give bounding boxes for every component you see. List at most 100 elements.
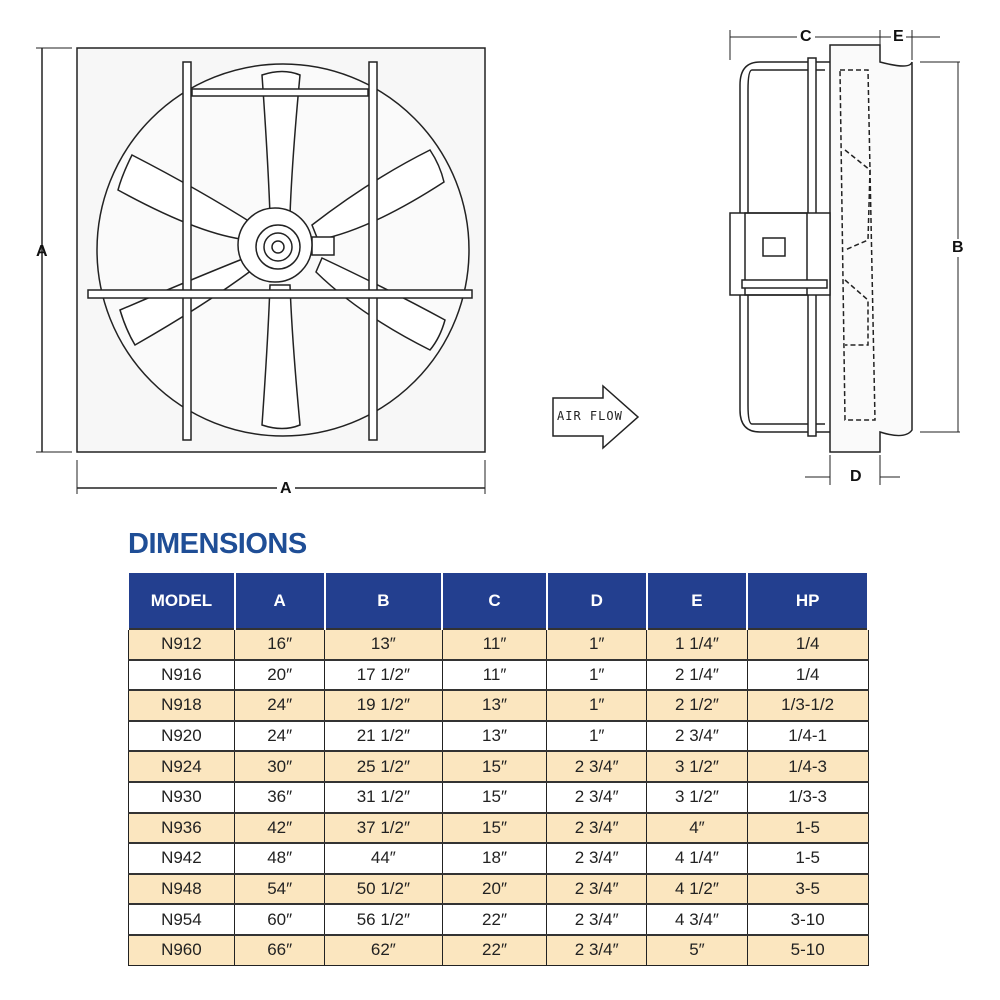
table-cell: 5″ (646, 933, 748, 966)
table-cell: 2 1/4″ (646, 658, 748, 691)
table-cell: N912 (127, 628, 236, 661)
table-cell: 54″ (234, 872, 326, 905)
table-cell: N954 (127, 903, 236, 936)
table-cell: 2 3/4″ (646, 719, 748, 752)
table-cell: 24″ (234, 719, 326, 752)
column-header: C (441, 573, 548, 629)
front-height-label: A (36, 243, 48, 260)
table-cell: 20″ (234, 658, 326, 691)
table-cell: 62″ (324, 933, 443, 966)
table-cell: 1/3-1/2 (746, 689, 869, 722)
table-cell: 22″ (441, 933, 548, 966)
table-row: N916 20″ 17 1/2″ 11″ 1″ 2 1/4″ 1/4 (127, 658, 869, 691)
table-cell: 56 1/2″ (324, 903, 443, 936)
table-cell: 3 1/2″ (646, 750, 748, 783)
table-cell: 1″ (546, 719, 648, 752)
table-row: N960 66″ 62″ 22″ 2 3/4″ 5″ 5-10 (127, 933, 869, 966)
table-cell: 48″ (234, 842, 326, 875)
table-row: N920 24″ 21 1/2″ 13″ 1″ 2 3/4″ 1/4-1 (127, 719, 869, 752)
table-row: N924 30″ 25 1/2″ 15″ 2 3/4″ 3 1/2″ 1/4-3 (127, 750, 869, 783)
column-header: E (645, 573, 749, 629)
table-cell: 1″ (546, 628, 648, 661)
table-cell: 11″ (441, 628, 548, 661)
table-cell: 2 3/4″ (546, 872, 648, 905)
table-cell: N936 (127, 811, 236, 844)
table-cell: 2 3/4″ (546, 933, 648, 966)
table-cell: 11″ (441, 658, 548, 691)
table-cell: N918 (127, 689, 236, 722)
table-cell: 16″ (234, 628, 326, 661)
table-cell: 24″ (234, 689, 326, 722)
side-d-label: D (850, 468, 862, 485)
table-cell: 3-10 (746, 903, 869, 936)
front-width-label: A (277, 480, 295, 498)
table-cell: 17 1/2″ (324, 658, 443, 691)
table-cell: 13″ (441, 689, 548, 722)
guard-bars (87, 61, 473, 441)
table-cell: N960 (127, 933, 236, 966)
table-cell: 31 1/2″ (324, 780, 443, 814)
column-header: HP (746, 573, 869, 629)
column-header: B (323, 573, 444, 629)
table-cell: N916 (127, 658, 236, 691)
table-cell: 2 3/4″ (546, 780, 648, 814)
motor (237, 207, 335, 283)
table-cell: 2 1/2″ (646, 689, 748, 722)
column-header: D (545, 573, 648, 629)
table-cell: 2 3/4″ (546, 750, 648, 783)
table-cell: 5-10 (746, 933, 869, 966)
dimensions-table: MODEL A B C D E HP N912 16″ 13″ 11″ 1″ 1 1/4″ 1/4 N91… (127, 573, 869, 966)
table-cell: N930 (127, 780, 236, 814)
airflow-arrow (552, 384, 640, 450)
table-cell: 1/4 (746, 658, 869, 691)
table-cell: N942 (127, 842, 236, 875)
table-cell: 60″ (234, 903, 326, 936)
table-cell: N948 (127, 872, 236, 905)
side-view (729, 30, 960, 485)
airflow-label: AIR FLOW (557, 409, 623, 423)
table-cell: 3 1/2″ (646, 780, 748, 814)
table-cell: 1″ (546, 689, 648, 722)
table-cell: 3-5 (746, 872, 869, 905)
table-cell: 66″ (234, 933, 326, 966)
table-cell: 15″ (441, 780, 548, 814)
column-header: A (233, 573, 326, 629)
table-cell: 2 3/4″ (546, 842, 648, 875)
side-b-label: B (952, 239, 964, 257)
side-e-label: E (891, 28, 906, 46)
table-cell: 2 3/4″ (546, 811, 648, 844)
table-row: N930 36″ 31 1/2″ 15″ 2 3/4″ 3 1/2″ 1/3-3 (127, 780, 869, 814)
column-header: MODEL (127, 573, 236, 629)
table-cell: 25 1/2″ (324, 750, 443, 783)
table-cell: 21 1/2″ (324, 719, 443, 752)
table-row: N954 60″ 56 1/2″ 22″ 2 3/4″ 4 3/4″ 3-10 (127, 903, 869, 936)
table-cell: N920 (127, 719, 236, 752)
table-cell: 15″ (441, 750, 548, 783)
table-cell: 42″ (234, 811, 326, 844)
table-row: N918 24″ 19 1/2″ 13″ 1″ 2 1/2″ 1/3-1/2 (127, 689, 869, 722)
table-cell: 1″ (546, 658, 648, 691)
table-cell: 18″ (441, 842, 548, 875)
table-cell: 4 3/4″ (646, 903, 748, 936)
table-row: N948 54″ 50 1/2″ 20″ 2 3/4″ 4 1/2″ 3-5 (127, 872, 869, 905)
table-cell: 15″ (441, 811, 548, 844)
table-row: N912 16″ 13″ 11″ 1″ 1 1/4″ 1/4 (127, 628, 869, 661)
table-cell: 13″ (441, 719, 548, 752)
table-cell: N924 (127, 750, 236, 783)
table-cell: 13″ (324, 628, 443, 661)
table-cell: 1/3-3 (746, 780, 869, 814)
table-cell: 1/4-3 (746, 750, 869, 783)
table-cell: 20″ (441, 872, 548, 905)
table-cell: 2 3/4″ (546, 903, 648, 936)
table-cell: 4″ (646, 811, 748, 844)
table-cell: 1-5 (746, 842, 869, 875)
table-cell: 44″ (324, 842, 443, 875)
table-cell: 37 1/2″ (324, 811, 443, 844)
table-cell: 22″ (441, 903, 548, 936)
table-cell: 1-5 (746, 811, 869, 844)
side-c-label: C (797, 28, 815, 46)
table-cell: 30″ (234, 750, 326, 783)
table-row: N936 42″ 37 1/2″ 15″ 2 3/4″ 4″ 1-5 (127, 811, 869, 844)
table-cell: 19 1/2″ (324, 689, 443, 722)
section-title: DIMENSIONS (128, 528, 307, 560)
